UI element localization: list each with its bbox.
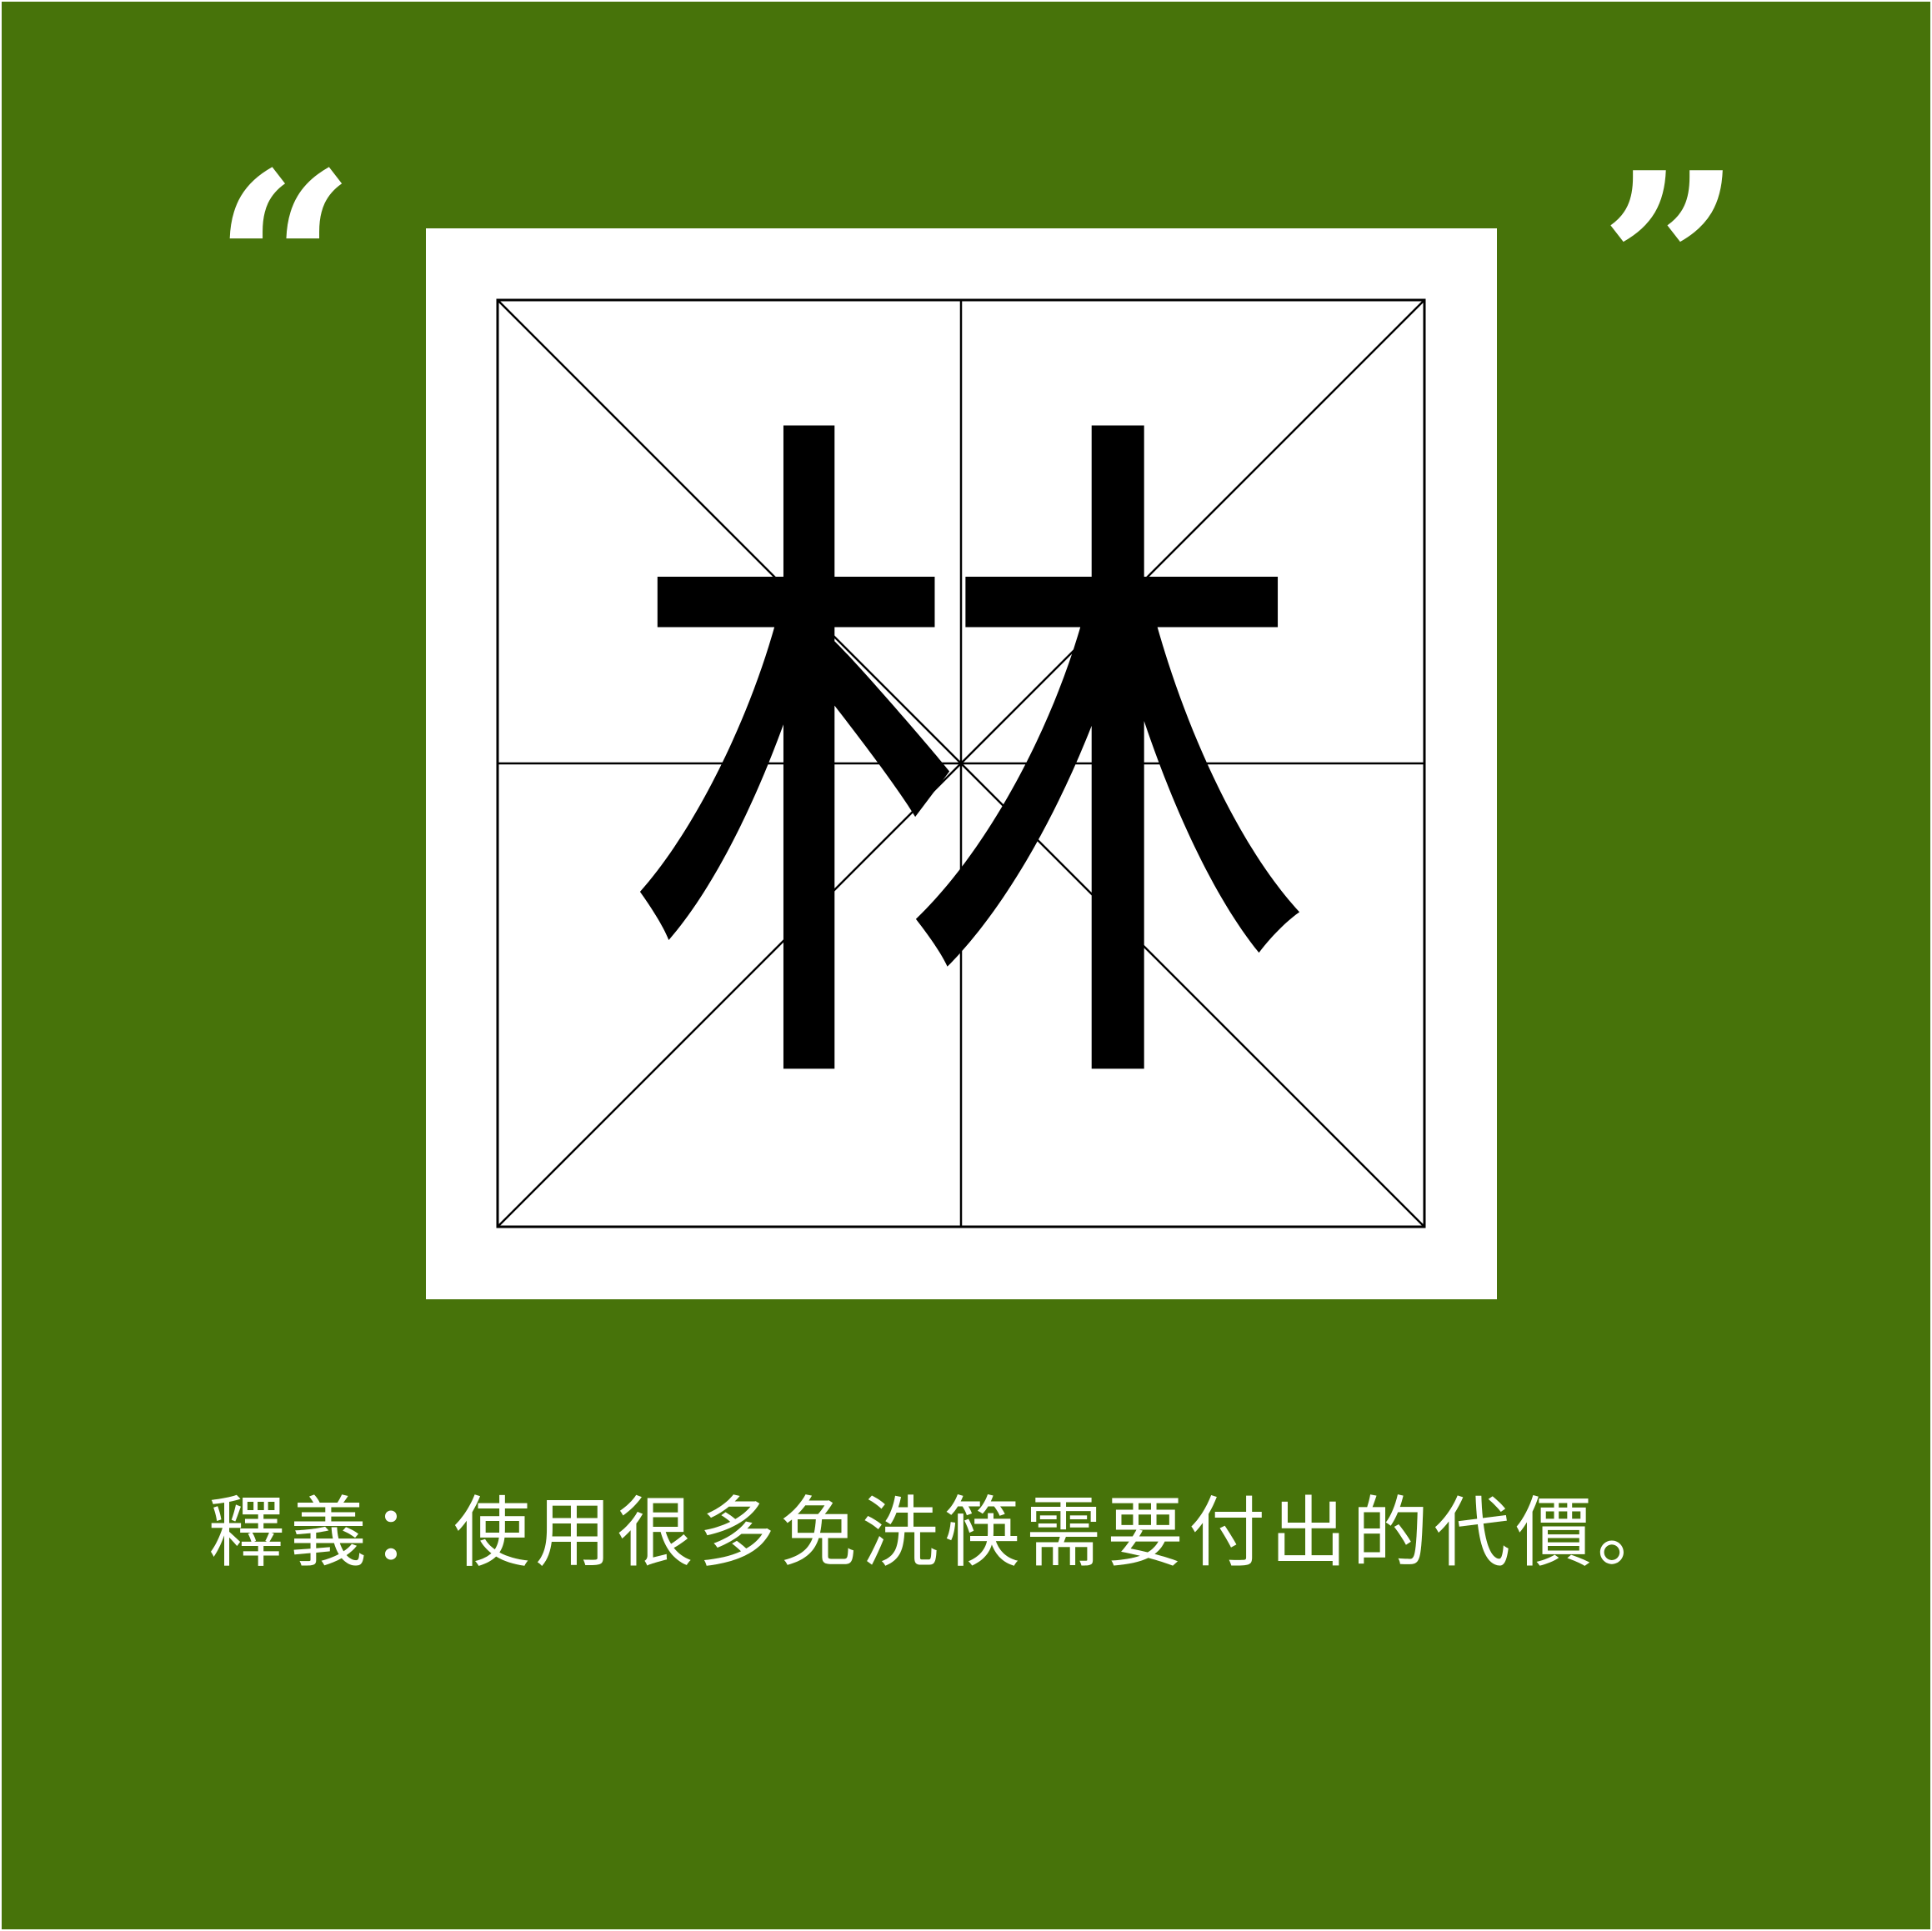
close-quote-mark: ”: [1599, 118, 1743, 412]
character-card: 林: [426, 228, 1497, 1299]
mi-grid: [496, 298, 1426, 1228]
definition-caption: 釋義：使用很多免洗筷需要付出的代價。: [208, 1488, 1679, 1578]
open-quote-mark: “: [213, 118, 357, 412]
grid-diagonal-anti: [497, 299, 1425, 1228]
featured-character: 林: [619, 364, 1320, 1180]
